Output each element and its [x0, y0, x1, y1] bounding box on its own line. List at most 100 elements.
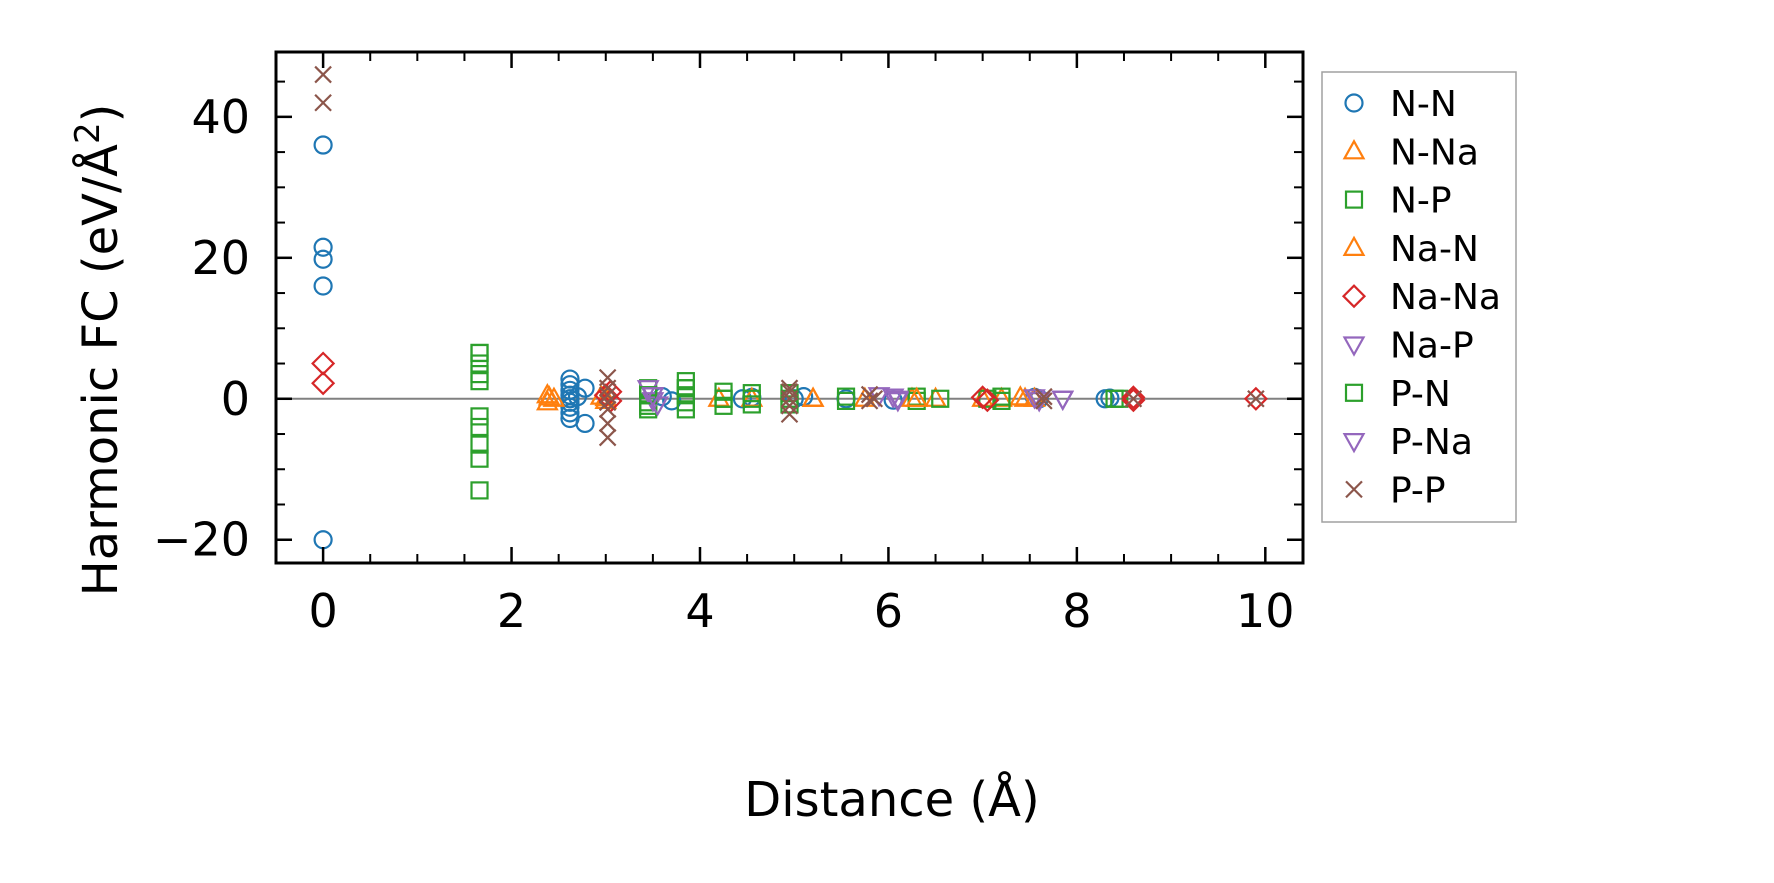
data-point: [1035, 387, 1053, 406]
data-point: [1121, 385, 1146, 410]
data-point: [313, 530, 333, 550]
data-point: [780, 397, 799, 415]
x-tick-label: 2: [497, 584, 526, 638]
legend-marker: [1342, 336, 1366, 357]
legend-marker: [1344, 93, 1364, 113]
x-axis-label: Distance (Å): [744, 771, 1039, 828]
data-point: [676, 379, 695, 398]
y-tick-label: −20: [153, 513, 250, 567]
data-point: [742, 395, 761, 414]
data-point: [1121, 388, 1146, 413]
data-point: [598, 400, 617, 419]
data-point: [1035, 392, 1053, 410]
data-point: [314, 93, 332, 112]
x-tick-label: 4: [685, 584, 714, 638]
legend-marker: [1342, 235, 1366, 256]
data-point: [836, 391, 856, 410]
data-point: [1008, 385, 1032, 406]
data-point: [598, 379, 623, 404]
legend-marker: [1342, 139, 1366, 160]
y-tick-label: 20: [191, 231, 250, 285]
x-tick-label: 0: [308, 584, 337, 638]
data-point: [881, 388, 905, 409]
data-point: [1051, 390, 1075, 412]
data-point: [560, 403, 580, 423]
legend-marker: [1345, 480, 1363, 499]
legend-box: [1321, 71, 1517, 523]
data-point: [598, 393, 617, 412]
data-point: [641, 392, 665, 413]
data-point: [313, 237, 333, 257]
legend-label: N-Na: [1390, 132, 1479, 173]
data-point: [905, 386, 929, 407]
data-point: [575, 413, 595, 434]
data-point: [598, 379, 617, 397]
legend-label: N-N: [1390, 84, 1457, 125]
data-point: [470, 417, 489, 437]
data-point: [992, 391, 1011, 410]
data-point: [732, 389, 752, 409]
data-point: [780, 405, 799, 424]
data-point: [313, 249, 333, 269]
data-point: [470, 372, 489, 391]
legend-label: Na-Na: [1390, 277, 1501, 318]
data-point: [1110, 389, 1129, 408]
data-point: [598, 414, 617, 433]
data-point: [1023, 389, 1046, 410]
data-point: [542, 386, 566, 407]
x-tick-label: 10: [1236, 584, 1295, 638]
data-point: [470, 449, 489, 468]
data-point: [931, 389, 950, 408]
data-point: [311, 371, 336, 396]
data-point: [313, 276, 333, 296]
data-point: [314, 65, 332, 84]
data-point: [780, 389, 799, 408]
data-point: [470, 407, 489, 426]
legend-marker: [1341, 284, 1367, 309]
data-point: [780, 395, 799, 414]
y-tick-label: 0: [221, 372, 250, 426]
legend-label: N-P: [1390, 181, 1452, 222]
data-point: [470, 354, 489, 373]
legend-label: P-P: [1390, 470, 1446, 511]
data-point: [860, 392, 879, 410]
data-point: [598, 428, 617, 447]
data-point: [1124, 389, 1143, 408]
data-point: [537, 385, 561, 406]
legend-marker: [1342, 433, 1366, 454]
data-point: [470, 435, 489, 454]
data-point: [780, 382, 799, 401]
data-point: [865, 389, 884, 408]
legend-label: P-Na: [1390, 422, 1473, 463]
plot-area: [276, 65, 1303, 550]
data-point: [676, 400, 695, 419]
data-point: [970, 385, 995, 410]
data-point: [801, 386, 825, 407]
data-point: [470, 481, 489, 500]
data-point: [1243, 386, 1268, 411]
legend: N-N N-Na N-P Na-N Na-Na Na-P P-N P-Na P-P: [1321, 71, 1517, 523]
legend-marker: [1344, 190, 1364, 209]
legend-label: P-N: [1390, 374, 1451, 415]
y-tick-label: 40: [191, 90, 250, 144]
data-point: [1247, 389, 1265, 408]
series-P-Na: [641, 387, 1075, 412]
data-point: [470, 343, 489, 363]
data-point: [975, 388, 1000, 413]
x-tick-label: 8: [1062, 584, 1091, 638]
data-point: [567, 387, 588, 407]
data-point: [1051, 390, 1075, 412]
ticks: 0 2 4 6 8 10 −20 0 20 40: [153, 52, 1303, 638]
data-point: [313, 135, 333, 155]
axes: [274, 50, 1305, 565]
data-point: [886, 390, 910, 412]
legend-marker: [1344, 383, 1364, 402]
data-point: [311, 351, 336, 376]
data-point: [470, 343, 489, 363]
y-axis-label: Harmonic FC (eV/Å2): [68, 104, 129, 597]
data-point: [990, 386, 1013, 407]
series-P-P: [314, 65, 1265, 447]
series-N-N: [313, 135, 1120, 550]
legend-label: Na-N: [1390, 229, 1479, 270]
